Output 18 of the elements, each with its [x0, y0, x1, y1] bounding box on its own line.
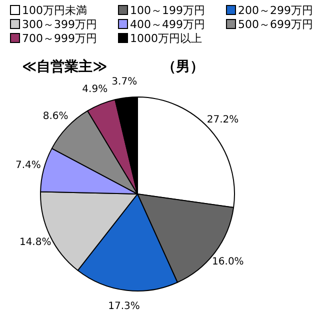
- legend-label: 100万円未満: [21, 4, 88, 18]
- data-label: 7.4%: [15, 160, 41, 171]
- legend-label: 500～699万円: [237, 18, 314, 32]
- legend-label: 1000万円以上: [129, 32, 203, 46]
- text: ≪自営業主≫: [22, 58, 108, 76]
- legend-label: 200～299万円: [237, 4, 314, 18]
- legend-label: 400～499万円: [129, 18, 206, 32]
- legend-label: 100～199万円: [129, 4, 206, 18]
- data-label: 17.3%: [108, 300, 140, 312]
- legend-label: 300～399万円: [21, 18, 98, 32]
- legend-label: 700～999万円: [21, 32, 98, 46]
- data-label: 16.0%: [212, 256, 244, 268]
- data-label: 14.8%: [19, 236, 52, 248]
- data-label: 4.9%: [82, 84, 108, 95]
- text: （男）: [162, 58, 204, 76]
- data-label: 8.6%: [42, 110, 68, 122]
- data-label: 3.7%: [112, 76, 138, 88]
- data-label: 27.2%: [206, 114, 239, 126]
